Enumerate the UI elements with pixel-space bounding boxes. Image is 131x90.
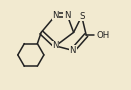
Text: N: N (52, 11, 59, 20)
Text: N: N (52, 41, 59, 50)
Text: N: N (64, 11, 71, 20)
Text: OH: OH (96, 31, 110, 40)
Text: N: N (69, 46, 76, 55)
Text: S: S (79, 12, 84, 21)
